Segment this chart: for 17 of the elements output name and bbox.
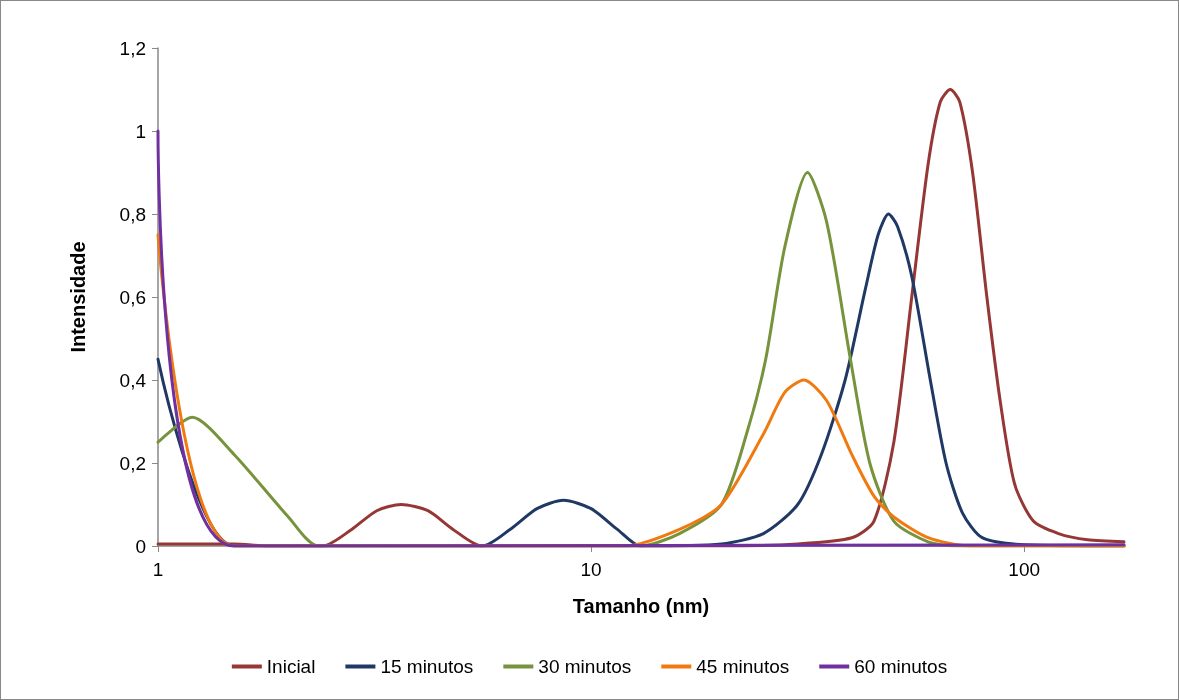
y-tick-label: 0,2 [119,452,146,474]
legend-label: Inicial [266,656,316,677]
y-tick-label: 0,8 [119,203,146,225]
x-tick-label: 10 [580,559,602,580]
legend-label: 60 minutos [854,656,948,677]
y-axis-title: Intensidade [67,241,89,353]
legend-label: 15 minutos [380,656,474,677]
x-axis-title: Tamanho (nm) [572,595,710,617]
legend-label: 30 minutos [538,656,632,677]
y-tick-label: 0 [135,535,146,557]
legend-label: 45 minutos [696,656,790,677]
x-tick-label: 100 [1008,559,1041,580]
y-tick-label: 1,2 [119,37,146,59]
y-tick-label: 0,4 [119,369,147,391]
x-tick-label: 1 [152,559,164,580]
y-tick-label: 0,6 [119,286,146,308]
y-tick-label: 1 [135,120,146,142]
